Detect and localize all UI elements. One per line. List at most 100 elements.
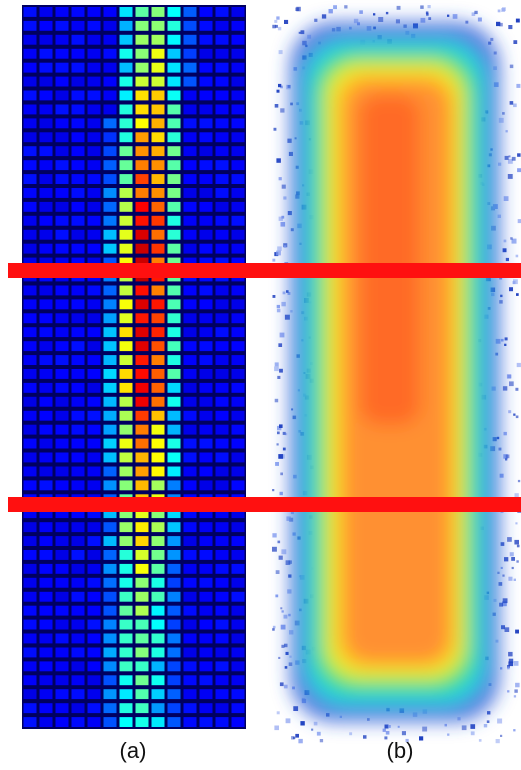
pixel-cell: [200, 550, 213, 560]
pixel-cell: [152, 411, 165, 421]
speckle: [501, 567, 503, 569]
pixel-cell: [120, 411, 133, 421]
speckle: [509, 381, 514, 386]
pixel-cell: [168, 661, 181, 671]
speckle: [517, 363, 521, 367]
pixel-cell: [88, 689, 101, 699]
pixel-cell: [216, 480, 229, 490]
pixel-cell: [88, 49, 101, 59]
pixel-cell: [24, 703, 37, 713]
pixel-cell: [216, 425, 229, 435]
pixel-cell: [72, 355, 85, 365]
pixel-cell: [152, 355, 165, 365]
pixel-cell: [184, 49, 197, 59]
panel-b-intensity: [290, 22, 500, 722]
pixel-cell: [104, 411, 117, 421]
pixel-cell: [24, 675, 37, 685]
pixel-cell: [136, 35, 149, 45]
speckle: [277, 246, 282, 251]
pixel-cell: [184, 118, 197, 128]
speckle: [513, 414, 515, 416]
pixel-cell: [72, 411, 85, 421]
speckle: [293, 706, 298, 711]
pixel-cell: [152, 606, 165, 616]
pixel-cell: [152, 397, 165, 407]
pixel-cell: [56, 244, 69, 254]
pixel-cell: [232, 244, 245, 254]
pixel-cell: [232, 467, 245, 477]
pixel-cell: [104, 425, 117, 435]
pixel-cell: [40, 230, 53, 240]
pixel-cell: [168, 230, 181, 240]
speckle: [280, 492, 283, 495]
pixel-cell: [120, 216, 133, 226]
pixel-cell: [152, 522, 165, 532]
pixel-cell: [168, 536, 181, 546]
pixel-cell: [152, 105, 165, 115]
pixel-cell: [216, 703, 229, 713]
pixel-cell: [24, 578, 37, 588]
pixel-cell: [216, 132, 229, 142]
pixel-cell: [104, 369, 117, 379]
pixel-cell: [184, 453, 197, 463]
speckle: [278, 541, 281, 544]
speckle: [277, 305, 280, 308]
speckle: [275, 362, 279, 366]
pixel-cell: [88, 439, 101, 449]
pixel-cell: [216, 77, 229, 87]
pixel-cell: [56, 286, 69, 296]
speckle: [398, 726, 400, 728]
speckle: [484, 724, 487, 727]
pixel-cell: [136, 299, 149, 309]
pixel-cell: [56, 536, 69, 546]
speckle: [515, 493, 519, 497]
pixel-cell: [152, 230, 165, 240]
pixel-cell: [40, 453, 53, 463]
pixel-cell: [120, 202, 133, 212]
pixel-cell: [152, 286, 165, 296]
pixel-cell: [184, 355, 197, 365]
pixel-cell: [24, 188, 37, 198]
pixel-cell: [152, 675, 165, 685]
pixel-cell: [184, 397, 197, 407]
pixel-cell: [168, 174, 181, 184]
speckle: [515, 630, 519, 634]
pixel-cell: [216, 439, 229, 449]
pixel-cell: [152, 188, 165, 198]
pixel-cell: [24, 21, 37, 31]
speckle: [504, 344, 506, 346]
pixel-cell: [200, 7, 213, 17]
pixel-cell: [88, 578, 101, 588]
pixel-cell: [24, 327, 37, 337]
pixel-cell: [184, 132, 197, 142]
speckle: [516, 84, 520, 88]
pixel-cell: [152, 118, 165, 128]
pixel-cell: [184, 564, 197, 574]
speckle: [275, 399, 279, 403]
pixel-cell: [104, 118, 117, 128]
pixel-cell: [56, 480, 69, 490]
pixel-cell: [232, 536, 245, 546]
pixel-cell: [168, 355, 181, 365]
pixel-cell: [168, 216, 181, 226]
pixel-cell: [168, 648, 181, 658]
speckle: [502, 575, 504, 577]
pixel-cell: [120, 63, 133, 73]
pixel-cell: [184, 230, 197, 240]
pixel-cell: [184, 675, 197, 685]
speckle: [280, 108, 284, 112]
pixel-cell: [200, 341, 213, 351]
pixel-cell: [168, 327, 181, 337]
speckle: [514, 689, 517, 692]
pixel-cell: [168, 480, 181, 490]
speckle: [445, 724, 448, 727]
speckle: [344, 5, 347, 8]
pixel-cell: [56, 661, 69, 671]
pixel-cell: [40, 105, 53, 115]
pixel-cell: [24, 522, 37, 532]
pixel-cell: [120, 717, 133, 727]
pixel-cell: [72, 49, 85, 59]
pixel-cell: [24, 439, 37, 449]
panel-b-image: [272, 5, 521, 743]
pixel-cell: [40, 439, 53, 449]
